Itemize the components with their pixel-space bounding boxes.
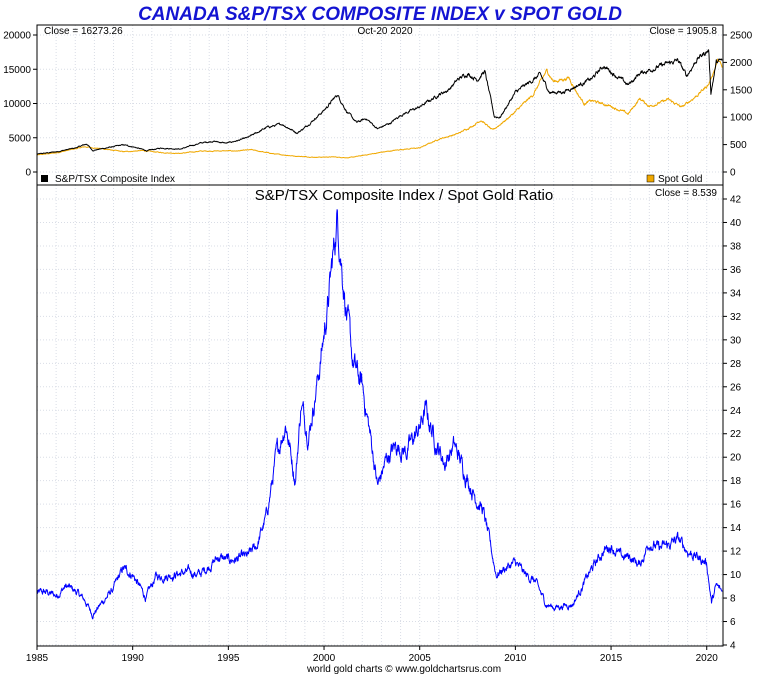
ratio-tick-label: 36 bbox=[730, 265, 742, 276]
top-panel-right-axis: 0 500 1000 1500 2000 2500 bbox=[723, 31, 753, 179]
ratio-tick-label: 18 bbox=[730, 476, 742, 487]
top-panel-frame bbox=[36, 24, 724, 186]
ratio-title: S&P/TSX Composite Index / Spot Gold Rati… bbox=[255, 187, 553, 204]
x-tick-label: 2005 bbox=[409, 653, 432, 664]
top-panel-left-axis: 0 5000 10000 15000 20000 bbox=[3, 31, 37, 179]
bottom-panel-right-axis: 4 6 8 10 12 14 16 18 20 22 24 26 28 30 32 34 36 38 40 42 bbox=[723, 195, 742, 652]
left-tick-label: 0 bbox=[25, 168, 31, 179]
tsx-close-label: Close = 16273.26 bbox=[44, 26, 123, 37]
right-tick-label: 1000 bbox=[730, 113, 753, 124]
tsx-legend-swatch bbox=[41, 175, 48, 182]
left-tick-label: 10000 bbox=[3, 99, 31, 110]
ratio-tick-label: 26 bbox=[730, 382, 742, 393]
right-tick-label: 500 bbox=[730, 140, 747, 151]
tsx-legend-label: S&P/TSX Composite Index bbox=[55, 174, 175, 185]
bottom-panel-grid bbox=[36, 185, 723, 646]
ratio-tick-label: 28 bbox=[730, 359, 742, 370]
ratio-tick-label: 20 bbox=[730, 453, 742, 464]
x-tick-label: 1995 bbox=[217, 653, 240, 664]
bottom-panel-series bbox=[36, 209, 723, 620]
x-tick-label: 1990 bbox=[122, 653, 145, 664]
ratio-tick-label: 8 bbox=[730, 594, 736, 605]
chart-title: CANADA S&P/TSX COMPOSITE INDEX v SPOT GO… bbox=[138, 4, 622, 25]
top-panel-series bbox=[36, 49, 723, 159]
x-tick-label: 1985 bbox=[26, 653, 49, 664]
top-panel: 0 5000 10000 15000 20000 0 500 1000 1500 2000 250… bbox=[3, 24, 753, 186]
ratio-tick-label: 16 bbox=[730, 500, 742, 511]
x-tick-label: 2000 bbox=[313, 653, 336, 664]
ratio-tick-label: 6 bbox=[730, 617, 736, 628]
right-tick-label: 0 bbox=[730, 168, 736, 179]
gold-close-label: Close = 1905.8 bbox=[649, 26, 717, 37]
bottom-panel: 4 6 8 10 12 14 16 18 20 22 24 26 28 30 32 34 36 38 40 42 S&… bbox=[36, 184, 742, 652]
gold-legend-label: Spot Gold bbox=[658, 174, 702, 185]
top-panel-grid bbox=[36, 25, 723, 185]
bottom-panel-frame bbox=[36, 184, 724, 647]
ratio-tick-label: 24 bbox=[730, 406, 742, 417]
credit-text: world gold charts © www.goldchartsrus.co… bbox=[306, 664, 501, 675]
tsx-series-line bbox=[36, 49, 723, 155]
ratio-tick-label: 40 bbox=[730, 218, 742, 229]
left-tick-label: 5000 bbox=[9, 133, 32, 144]
x-tick-label: 2015 bbox=[600, 653, 623, 664]
ratio-tick-label: 38 bbox=[730, 241, 742, 252]
ratio-close-label: Close = 8.539 bbox=[655, 188, 717, 199]
gold-legend-swatch bbox=[646, 174, 655, 183]
date-label: Oct-20 2020 bbox=[357, 26, 412, 37]
ratio-tick-label: 34 bbox=[730, 288, 742, 299]
ratio-tick-label: 30 bbox=[730, 335, 742, 346]
x-tick-label: 2010 bbox=[504, 653, 527, 664]
ratio-tick-label: 4 bbox=[730, 641, 736, 652]
ratio-tick-label: 14 bbox=[730, 523, 742, 534]
ratio-tick-label: 42 bbox=[730, 195, 742, 206]
ratio-tick-label: 10 bbox=[730, 570, 742, 581]
right-tick-label: 2500 bbox=[730, 31, 753, 42]
gold-series-line bbox=[36, 58, 723, 159]
ratio-tick-label: 32 bbox=[730, 312, 742, 323]
left-tick-label: 15000 bbox=[3, 65, 31, 76]
right-tick-label: 1500 bbox=[730, 85, 753, 96]
right-tick-label: 2000 bbox=[730, 58, 753, 69]
x-axis: 1985 1990 1995 2000 2005 2010 2015 2020 bbox=[26, 646, 718, 664]
left-tick-label: 20000 bbox=[3, 31, 31, 42]
x-tick-label: 2020 bbox=[696, 653, 719, 664]
ratio-tick-label: 22 bbox=[730, 429, 742, 440]
ratio-tick-label: 12 bbox=[730, 547, 742, 558]
ratio-series-line bbox=[36, 209, 723, 620]
